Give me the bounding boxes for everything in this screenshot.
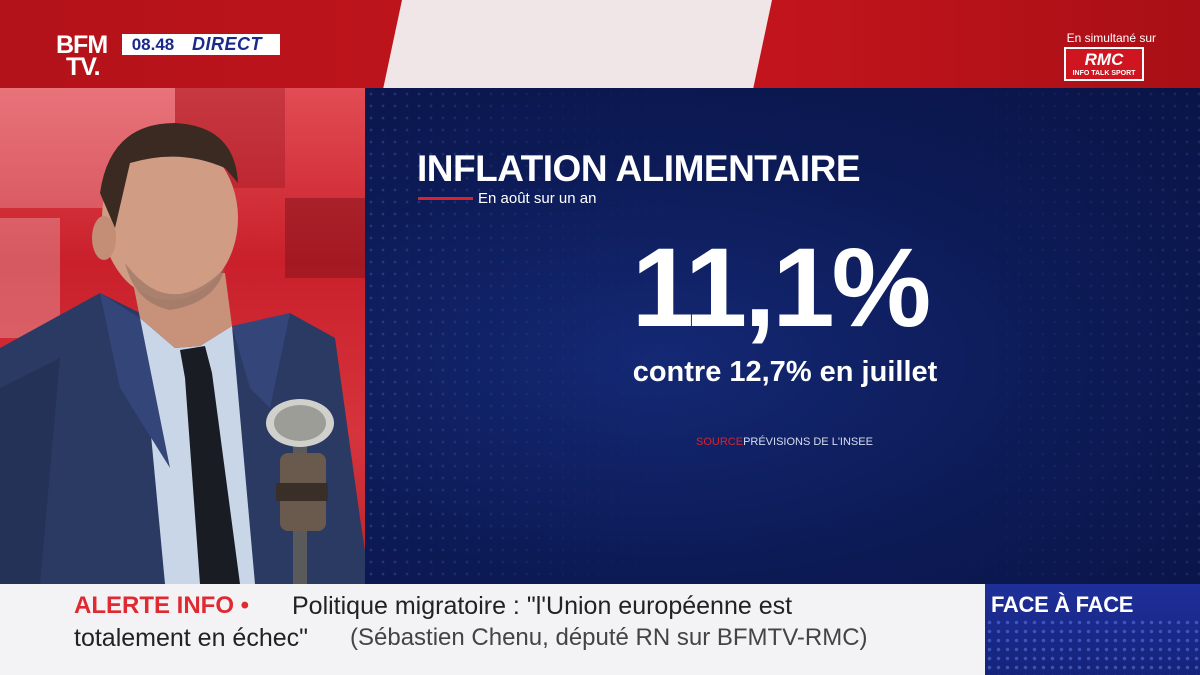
logo-line-1: BFM bbox=[56, 31, 108, 59]
source-text: PRÉVISIONS DE L'INSEE bbox=[743, 436, 873, 448]
ticker-attribution: (Sébastien Chenu, député RN sur BFMTV-RM… bbox=[350, 624, 868, 651]
guest-speaker-image bbox=[0, 123, 370, 584]
program-name: FACE À FACE bbox=[991, 592, 1134, 617]
simulcast-label: En simultané sur bbox=[1066, 31, 1156, 45]
partner-name: RMC bbox=[1084, 50, 1124, 69]
infographic-subtitle: En août sur un an bbox=[478, 190, 597, 207]
live-label: DIRECT bbox=[192, 34, 262, 54]
infographic-panel bbox=[365, 88, 1200, 584]
ticker-headline-line-2: totalement en échec" bbox=[74, 624, 309, 652]
bfmtv-logo: BFM TV. bbox=[56, 31, 118, 84]
news-ticker bbox=[0, 584, 985, 675]
rmc-logo: RMC INFO TALK SPORT bbox=[1064, 47, 1144, 81]
source-label: SOURCE bbox=[696, 436, 744, 448]
alert-info-label: ALERTE INFO • bbox=[74, 592, 250, 619]
source-line: SOURCEPRÉVISIONS DE L'INSEE bbox=[696, 436, 873, 448]
top-bar-stripe bbox=[383, 0, 772, 88]
title-accent-rule bbox=[418, 197, 473, 200]
program-badge bbox=[985, 584, 1200, 675]
live-time-box: 08.48 DIRECT bbox=[122, 34, 280, 55]
clock-time: 08.48 bbox=[131, 34, 175, 54]
infographic-title: INFLATION ALIMENTAIRE bbox=[417, 148, 861, 189]
comparison-text: contre 12,7% en juillet bbox=[632, 356, 938, 388]
inflation-value: 11,1% bbox=[631, 225, 931, 350]
ticker-headline-line-1: Politique migratoire : "l'Union européen… bbox=[292, 592, 793, 620]
logo-line-2: TV. bbox=[66, 53, 101, 81]
partner-tagline: INFO TALK SPORT bbox=[1072, 70, 1136, 77]
